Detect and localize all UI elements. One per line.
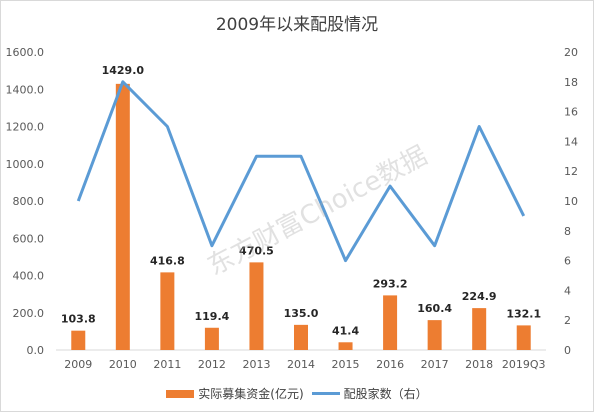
y-right-tick-label: 10 [564,195,578,208]
y-right-tick-label: 18 [564,76,578,89]
chart-title: 2009年以来配股情况 [215,15,379,35]
x-tick-label: 2015 [332,358,360,371]
bar [115,83,130,350]
y-left-tick-label: 600.0 [13,232,45,245]
bar [338,342,353,350]
data-label: 119.4 [195,310,230,323]
bar [294,324,308,350]
chart-legend: 实际募集资金(亿元) 配股家数（右） [0,385,594,402]
data-label: 132.1 [506,307,541,320]
legend-item-bar: 实际募集资金(亿元) [166,385,304,402]
y-right-tick-label: 2 [564,314,571,327]
x-tick-label: 2013 [242,358,270,371]
bar [71,330,86,350]
y-right-tick-label: 4 [564,284,571,297]
data-label: 160.4 [417,302,452,315]
bar [427,320,442,350]
data-label: 470.5 [239,244,274,257]
legend-label-bar: 实际募集资金(亿元) [198,387,304,401]
y-right-tick-label: 6 [564,255,571,268]
y-right-tick-label: 8 [564,225,571,238]
data-label: 416.8 [150,254,185,267]
x-tick-label: 2010 [109,358,137,371]
x-tick-label: 2012 [198,358,226,371]
y-left-tick-label: 400.0 [13,270,45,283]
y-left-tick-label: 200.0 [13,307,45,320]
data-label: 1429.0 [102,64,145,77]
bar [472,308,487,350]
y-left-tick-label: 800.0 [13,195,45,208]
x-tick-label: 2014 [287,358,315,371]
y-right-tick-label: 12 [564,165,578,178]
data-label: 135.0 [284,307,319,320]
y-right-tick-label: 0 [564,344,571,357]
y-left-tick-label: 1200.0 [6,121,45,134]
y-right-tick-label: 14 [564,135,578,148]
y-left-tick-label: 0.0 [27,344,45,357]
y-right-tick-label: 16 [564,106,578,119]
x-tick-label: 2017 [421,358,449,371]
y-left-tick-label: 1600.0 [6,46,45,59]
x-tick-label: 2018 [465,358,493,371]
series-line [76,80,526,263]
legend-swatch-line [311,392,340,395]
data-label: 103.8 [61,313,96,326]
y-right-tick-label: 20 [564,46,578,59]
y-left-tick-label: 1400.0 [6,83,45,96]
data-label: 224.9 [462,290,497,303]
bar [383,295,398,350]
x-tick-label: 2019Q3 [502,358,546,371]
x-tick-label: 2009 [64,358,92,371]
x-tick-label: 2011 [153,358,181,371]
bar [249,262,264,350]
bar [160,272,175,350]
legend-label-line: 配股家数（右） [343,387,428,401]
data-label: 293.2 [373,277,408,290]
bar [516,325,531,350]
data-label: 41.4 [332,324,359,337]
legend-swatch-bar [166,389,195,398]
x-tick-label: 2016 [376,358,404,371]
bar [204,327,219,350]
y-left-tick-label: 1000.0 [6,158,45,171]
legend-item-line: 配股家数（右） [311,385,428,402]
